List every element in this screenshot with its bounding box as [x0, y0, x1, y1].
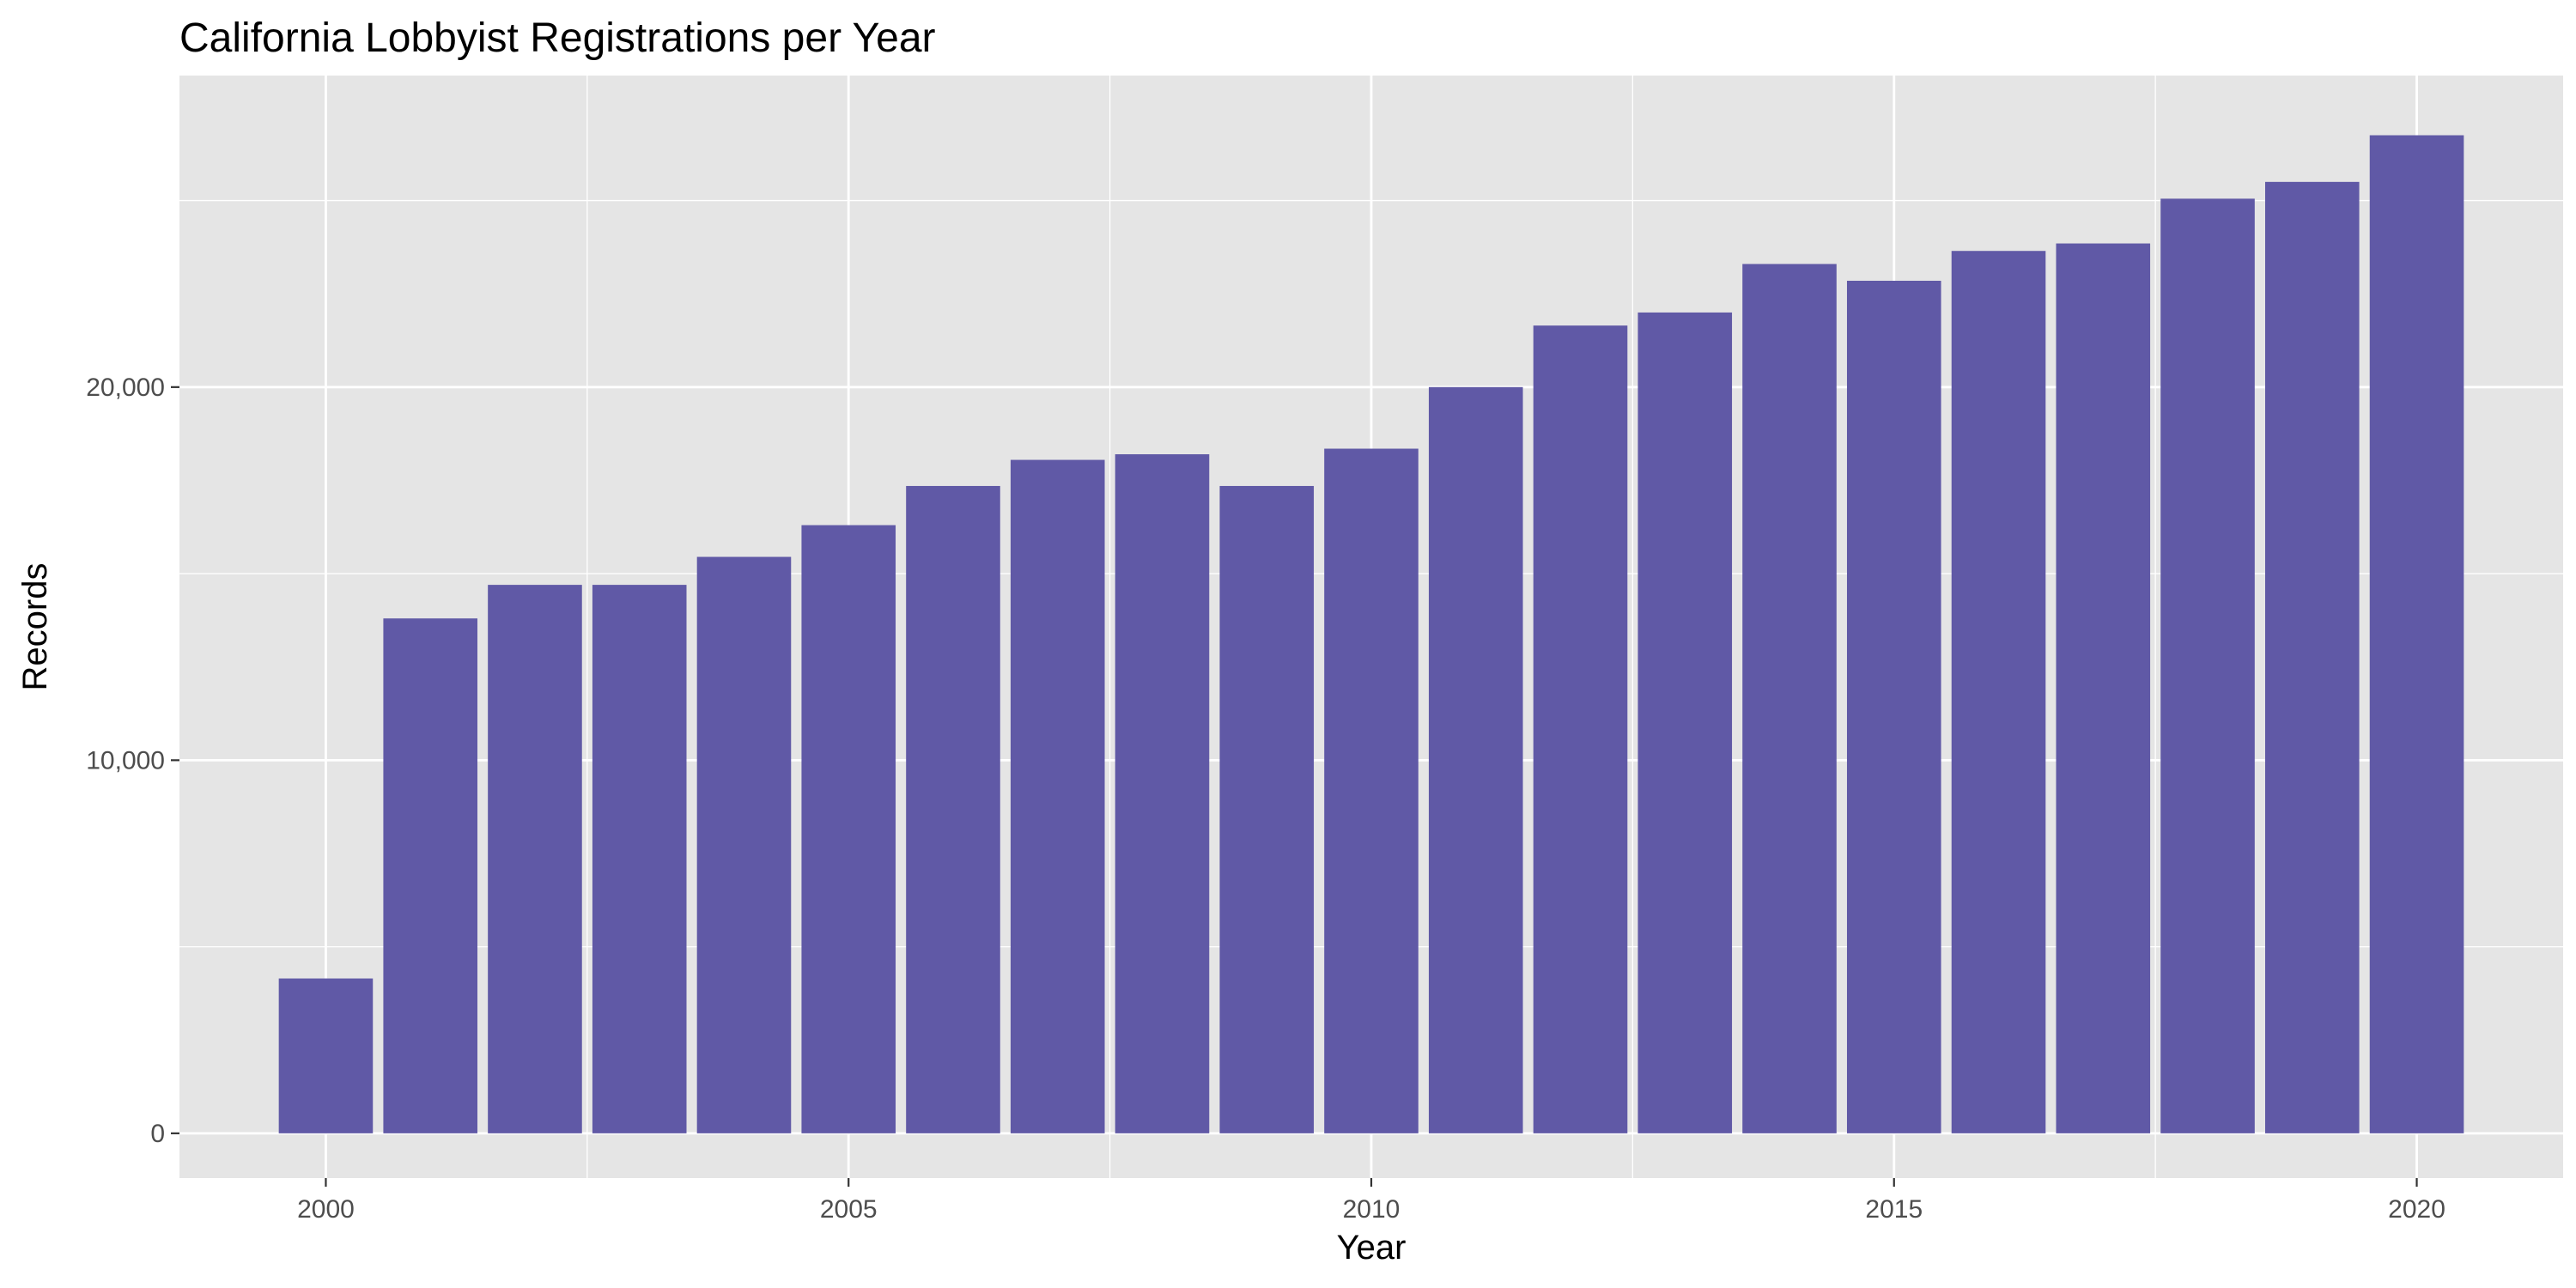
bar-2018 — [2160, 198, 2255, 1133]
x-tick-label: 2020 — [2388, 1195, 2445, 1224]
bar-2003 — [592, 585, 687, 1133]
bar-2017 — [2056, 243, 2151, 1133]
bar-2016 — [1951, 251, 2046, 1133]
y-axis: 0 10,000 20,000 — [86, 374, 179, 1148]
bar-2009 — [1219, 485, 1315, 1133]
bar-2007 — [1010, 459, 1105, 1133]
bar-2000 — [278, 978, 374, 1133]
bar-2019 — [2265, 181, 2360, 1133]
bar-2012 — [1533, 325, 1628, 1133]
chart-title: California Lobbyist Registrations per Ye… — [179, 15, 936, 61]
bar-2004 — [696, 556, 792, 1133]
bar-2014 — [1742, 264, 1837, 1133]
bar-2020 — [2369, 135, 2464, 1133]
x-tick-label: 2005 — [820, 1195, 878, 1224]
x-tick-label: 2000 — [297, 1195, 355, 1224]
x-axis: 2000 2005 2010 2015 2020 — [297, 1178, 2445, 1224]
bar-2002 — [488, 585, 582, 1133]
bars — [278, 135, 2464, 1133]
y-tick-label: 10,000 — [86, 746, 165, 775]
bar-2005 — [801, 525, 896, 1133]
bar-2011 — [1428, 386, 1523, 1133]
bar-2008 — [1115, 454, 1210, 1133]
x-tick-label: 2015 — [1865, 1195, 1923, 1224]
y-tick-label: 0 — [150, 1120, 165, 1148]
y-axis-title: Records — [16, 563, 54, 691]
bar-2013 — [1637, 312, 1733, 1133]
x-axis-title: Year — [1337, 1229, 1406, 1267]
bar-2001 — [383, 618, 477, 1133]
bar-2015 — [1846, 280, 1941, 1133]
y-tick-label: 20,000 — [86, 374, 165, 402]
bar-2010 — [1324, 448, 1419, 1133]
x-tick-label: 2010 — [1343, 1195, 1400, 1224]
bar-2006 — [906, 485, 1000, 1133]
